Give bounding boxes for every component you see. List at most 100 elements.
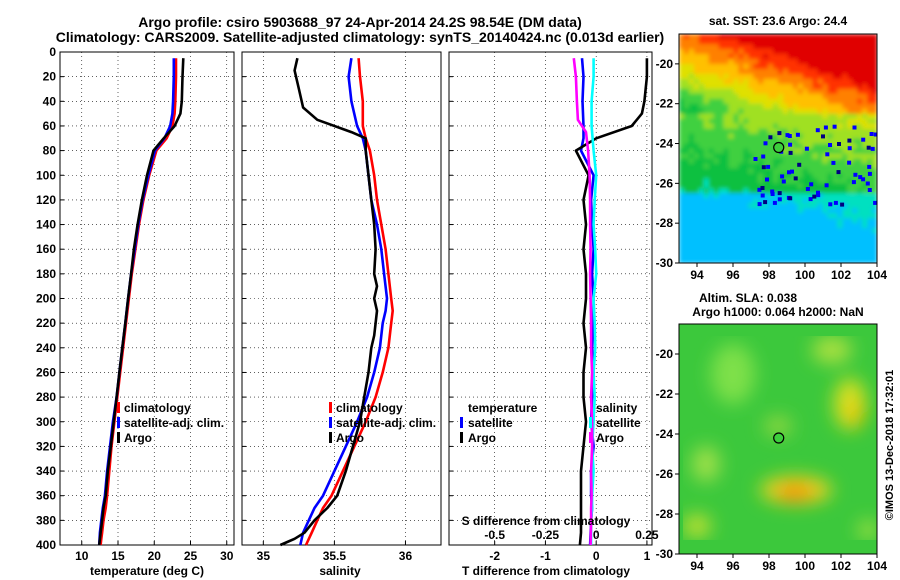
sla-anomaly-blob <box>764 416 792 436</box>
sst-cell <box>802 53 809 60</box>
sst-cell <box>783 78 789 85</box>
sst-cell <box>698 83 705 90</box>
sst-cell <box>693 133 700 140</box>
sst-cell <box>718 248 725 254</box>
sst-cell <box>723 93 729 100</box>
sst-cell <box>743 253 749 259</box>
sst-cell <box>852 158 858 165</box>
sst-cell <box>748 68 754 75</box>
sst-cell <box>792 98 799 105</box>
sst-cell <box>852 143 858 150</box>
sst-cell <box>698 158 705 165</box>
sst-cell <box>807 113 814 120</box>
depth-tick-label: 100 <box>36 168 56 182</box>
sst-cell <box>797 248 804 254</box>
sst-cell <box>748 163 754 169</box>
sst-cell <box>679 258 685 263</box>
sst-cell <box>822 213 828 219</box>
sst-cell <box>822 58 828 65</box>
sst-cell <box>763 73 769 80</box>
sst-cell <box>693 223 700 229</box>
map-x-tick-label: 94 <box>690 559 704 573</box>
sst-cell <box>688 128 695 135</box>
sst-cell <box>758 138 764 145</box>
sst-cell <box>783 128 789 135</box>
sst-cell <box>802 98 809 105</box>
sst-cell <box>698 208 705 214</box>
difference-gridlines <box>449 51 652 546</box>
sst-cell <box>852 213 858 219</box>
sst-cell <box>763 68 769 75</box>
sst-cell <box>778 118 784 125</box>
sst-cell <box>688 243 695 249</box>
sst-cell <box>679 163 685 169</box>
sst-cell <box>733 253 739 259</box>
sst-cell <box>842 78 848 85</box>
sst-cell <box>693 138 700 145</box>
sst-cell <box>842 98 848 105</box>
sst-cell <box>679 128 685 135</box>
x-tick-label: 20 <box>148 549 162 563</box>
sst-cell <box>679 88 685 95</box>
sst-cell <box>723 113 729 120</box>
sst-cell <box>728 123 734 130</box>
sst-cell <box>822 138 828 145</box>
sst-cell <box>723 188 729 194</box>
sst-cell <box>713 158 720 165</box>
sst-cell <box>684 58 690 65</box>
sst-cell <box>778 88 784 95</box>
sst-cell <box>743 168 749 174</box>
sst-cell <box>743 243 749 249</box>
temperature-tick-labels: 10 15 20 25 30 <box>75 549 234 563</box>
sst-cell <box>748 243 754 249</box>
sst-cell <box>713 88 720 95</box>
sst-cell <box>797 123 804 130</box>
sst-cell <box>857 138 863 145</box>
sst-cell <box>817 98 824 105</box>
sst-cell <box>773 188 779 194</box>
sst-cell <box>718 218 725 224</box>
sst-cell <box>723 258 729 263</box>
depth-tick-label: 160 <box>36 242 56 256</box>
sst-cell <box>708 133 715 140</box>
sst-cell <box>723 208 729 214</box>
sst-cell <box>832 223 838 229</box>
sst-cell <box>778 58 784 65</box>
sst-cell <box>812 203 819 209</box>
sst-cell <box>723 248 729 254</box>
sst-cell <box>837 138 843 145</box>
sst-cell <box>867 98 873 105</box>
sst-cell <box>713 63 720 70</box>
sst-cell <box>688 93 695 100</box>
sst-cell <box>743 258 749 263</box>
sst-cell <box>743 213 749 219</box>
sst-cell <box>743 248 749 254</box>
sla-anomaly-blob <box>847 400 864 428</box>
sst-cell <box>684 183 690 189</box>
sst-cell <box>797 113 804 120</box>
map-y-tick-label: -26 <box>656 467 674 481</box>
sst-cell <box>832 118 838 125</box>
sst-cell <box>867 53 873 60</box>
sst-cell <box>867 68 873 75</box>
sst-cell <box>862 78 868 85</box>
sst-cell <box>872 138 877 145</box>
sst-cell <box>792 168 799 174</box>
sst-cell <box>792 143 799 150</box>
sst-cell <box>822 253 828 259</box>
sst-cloud-pixel <box>763 200 768 205</box>
sst-cell <box>738 138 744 145</box>
sst-cell <box>703 34 710 40</box>
sst-cell <box>822 103 828 110</box>
sst-cell <box>817 44 824 50</box>
sst-cell <box>748 73 754 80</box>
sst-cell <box>827 138 833 145</box>
sst-cell <box>862 243 868 249</box>
sst-cell <box>773 93 779 100</box>
sst-cell <box>812 133 819 140</box>
sst-cell <box>802 188 809 194</box>
sst-cell <box>718 78 725 85</box>
sst-cell <box>773 248 779 254</box>
sst-cell <box>748 98 754 105</box>
sst-cell <box>792 188 799 194</box>
